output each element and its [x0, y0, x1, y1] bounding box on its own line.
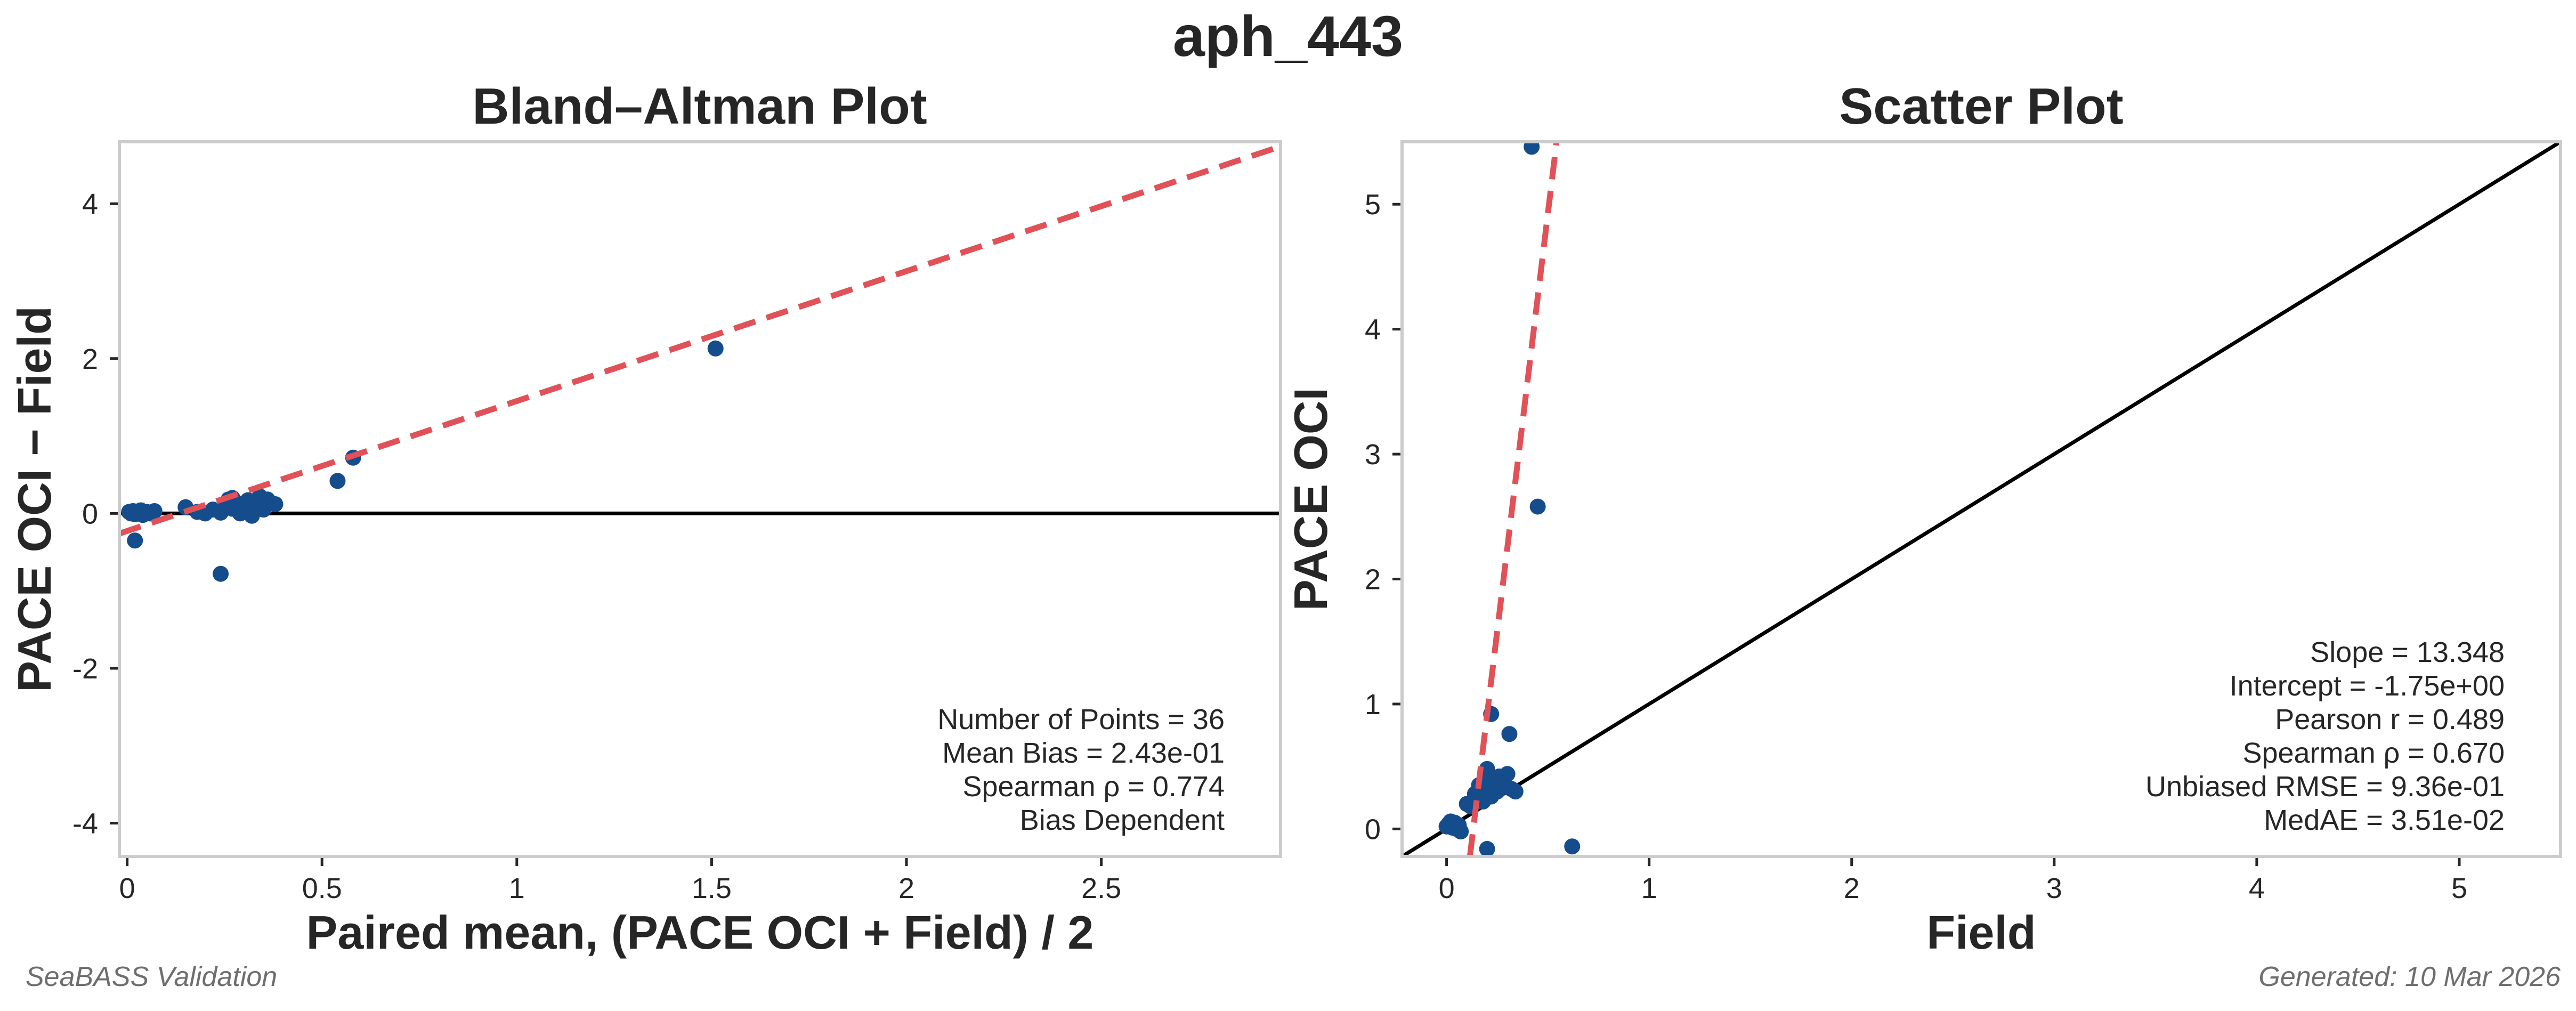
- data-point: [1451, 817, 1467, 834]
- data-point: [197, 505, 213, 522]
- x-tick-label: 2.5: [1081, 872, 1121, 904]
- y-tick-label: -2: [72, 653, 98, 685]
- x-tick-label: 0: [1439, 872, 1455, 904]
- data-point: [1529, 498, 1546, 515]
- x-tick-label: 5: [2451, 872, 2467, 904]
- bland-altman-panel: Bland–Altman Plot Paired mean, (PACE OCI …: [8, 78, 1282, 959]
- y-tick-label: 3: [1365, 439, 1381, 471]
- data-point: [1479, 761, 1495, 777]
- stats-line: MedAE = 3.51e-02: [2264, 804, 2505, 836]
- y-tick-label: -4: [72, 808, 98, 840]
- x-axis-label: Field: [1926, 906, 2036, 959]
- stats-line: Spearman ρ = 0.670: [2242, 737, 2505, 769]
- scatter-panel: Scatter Plot Field PACE OCI 0 1 2 3 4 5 0 1 2 3 4 5 Slo…: [1284, 78, 2562, 959]
- stats-line: Intercept = -1.75e+00: [2230, 670, 2505, 702]
- x-tick-label: 3: [2046, 872, 2062, 904]
- regression-line: [1467, 142, 1560, 856]
- data-point: [127, 532, 143, 549]
- data-point: [1501, 726, 1518, 742]
- x-tick-label: 1.5: [692, 872, 732, 904]
- panel-title: Bland–Altman Plot: [472, 78, 927, 135]
- data-point: [1507, 783, 1524, 800]
- data-point: [267, 496, 283, 512]
- x-tick-label: 0: [119, 872, 135, 904]
- footer-right: Generated: 10 Mar 2026: [2258, 961, 2561, 992]
- plot-frame: [118, 140, 1282, 858]
- ticks: 0 0.5 1 1.5 2 2.5 -4 -2 0 2 4: [72, 188, 1121, 904]
- plot-frame: [1400, 140, 2562, 858]
- data-point: [1564, 838, 1581, 855]
- data-point: [707, 340, 724, 357]
- stats-line: Bias Dependent: [1020, 804, 1225, 836]
- x-axis-label: Paired mean, (PACE OCI + Field) / 2: [306, 906, 1094, 959]
- y-tick-label: 4: [1365, 314, 1381, 346]
- panel-title: Scatter Plot: [1839, 78, 2123, 135]
- y-axis-label: PACE OCI − Field: [8, 306, 61, 692]
- x-tick-label: 1: [509, 872, 525, 904]
- stats-line: Slope = 13.348: [2310, 636, 2505, 668]
- data-points: [121, 340, 724, 582]
- regression-line: [119, 143, 1281, 537]
- data-point: [146, 503, 163, 520]
- y-tick-label: 1: [1365, 689, 1381, 721]
- data-points: [1438, 142, 1581, 856]
- identity-line: [1402, 142, 2561, 856]
- plot-area: [1402, 142, 2561, 856]
- stats-line: Pearson r = 0.489: [2275, 703, 2505, 735]
- data-point: [1479, 840, 1495, 856]
- ticks: 0 1 2 3 4 5 0 1 2 3 4 5: [1365, 189, 2467, 904]
- data-point: [236, 496, 252, 512]
- data-point: [213, 565, 229, 582]
- stats-line: Number of Points = 36: [937, 703, 1225, 735]
- plot-area: [119, 143, 1281, 582]
- stats-line: Mean Bias = 2.43e-01: [942, 737, 1225, 769]
- data-point: [1467, 786, 1483, 802]
- y-tick-label: 0: [82, 498, 98, 530]
- x-tick-label: 1: [1641, 872, 1657, 904]
- y-tick-label: 4: [82, 188, 98, 220]
- footer-left: SeaBASS Validation: [26, 961, 277, 992]
- figure-title: aph_443: [1173, 4, 1403, 68]
- data-point: [1493, 771, 1510, 787]
- x-tick-label: 2: [1844, 872, 1860, 904]
- x-tick-label: 4: [2249, 872, 2265, 904]
- y-tick-label: 2: [1365, 564, 1381, 596]
- y-tick-label: 5: [1365, 189, 1381, 221]
- x-tick-label: 2: [898, 872, 914, 904]
- data-point: [1524, 142, 1540, 155]
- stats-line: Spearman ρ = 0.774: [962, 771, 1225, 803]
- data-point: [329, 473, 346, 489]
- x-tick-label: 0.5: [302, 872, 342, 904]
- y-axis-label: PACE OCI: [1284, 387, 1337, 611]
- stats-line: Unbiased RMSE = 9.36e-01: [2145, 771, 2505, 803]
- y-tick-label: 0: [1365, 813, 1381, 845]
- y-tick-label: 2: [82, 343, 98, 375]
